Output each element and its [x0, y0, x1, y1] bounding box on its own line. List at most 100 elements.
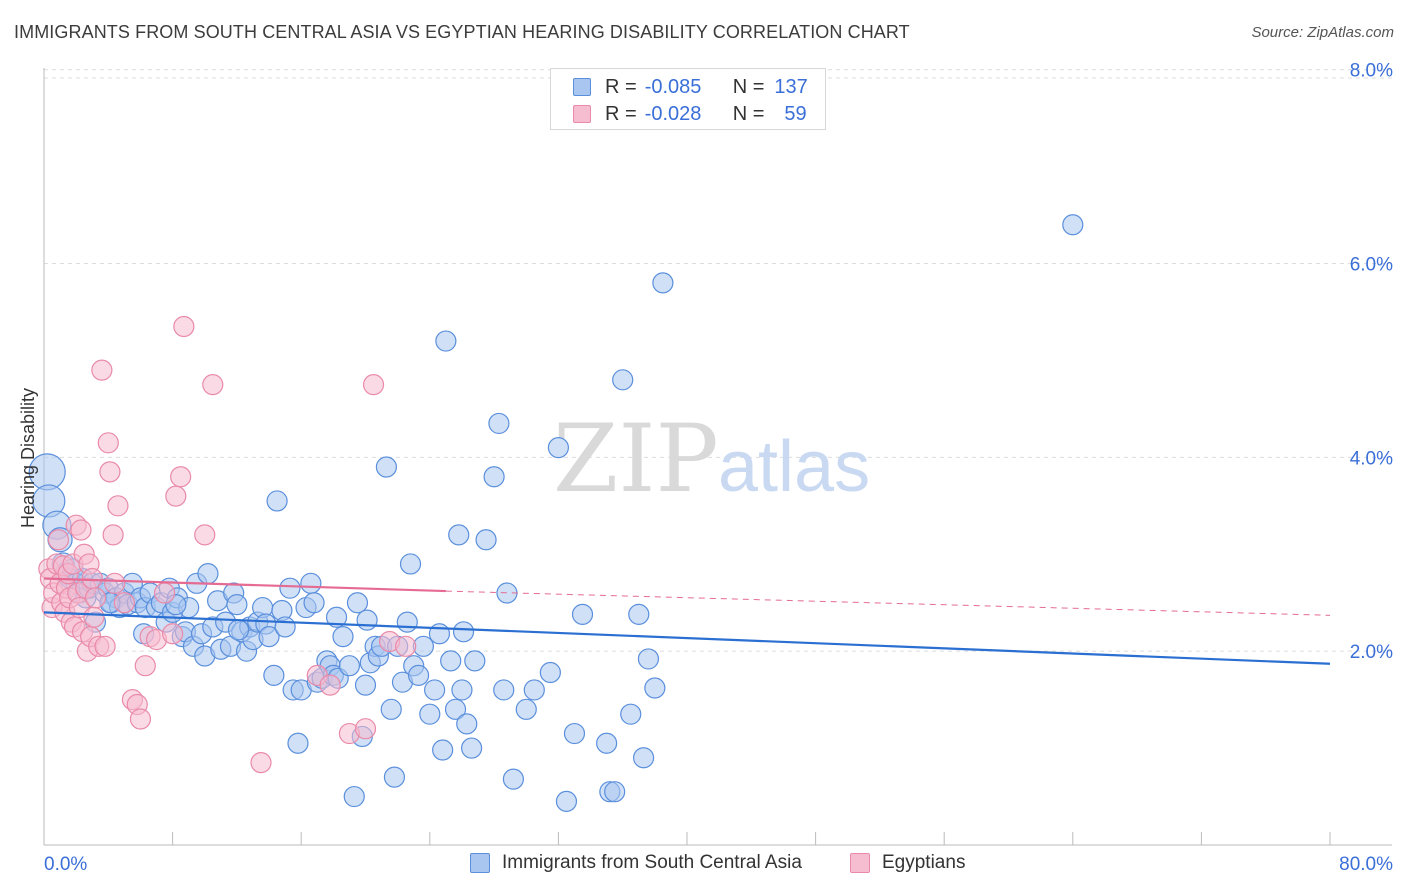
data-point-blue [396, 611, 418, 633]
data-point-blue [644, 677, 666, 699]
data-point-pink [153, 582, 176, 604]
data-point-blue [380, 698, 402, 720]
data-point-blue [432, 739, 454, 761]
data-point-blue [338, 655, 361, 677]
data-point-pink [319, 674, 341, 696]
data-point-blue [399, 553, 422, 575]
series-egyptians [38, 315, 417, 774]
legend-row-series1: R = -0.085 N = 137 [573, 74, 808, 100]
legend-label-blue: Immigrants from South Central Asia [502, 852, 802, 873]
data-point-blue [343, 785, 365, 808]
axis-labels: 2.0% 4.0% 6.0% 8.0% 0.0% 80.0% Hearing Disabil… [18, 61, 1393, 875]
data-point-blue [555, 790, 578, 812]
data-point-pink [84, 587, 107, 609]
legend-r-value: -0.085 [644, 75, 702, 98]
trend-line-pink-dashed [445, 590, 1331, 616]
data-point-blue [407, 664, 430, 687]
y-tick-label: 6.0% [1350, 255, 1393, 276]
data-point-pink [94, 635, 116, 657]
data-point-blue [448, 524, 470, 546]
data-point-pink [102, 524, 124, 546]
watermark-logo: ZIP atlas [553, 405, 870, 514]
bottom-legend-item-blue: Immigrants from South Central Asia [470, 852, 802, 874]
data-point-blue [632, 747, 655, 769]
data-point-blue [440, 650, 462, 672]
data-point-blue [287, 732, 309, 754]
data-point-blue [303, 592, 325, 614]
data-point-blue [419, 703, 441, 725]
data-point-blue [412, 635, 434, 657]
bottom-legend-item-pink: Egyptians [850, 852, 965, 874]
data-point-blue [300, 572, 322, 594]
data-point-blue [383, 766, 406, 788]
data-point-pink [97, 432, 119, 454]
data-point-blue [620, 703, 642, 725]
data-point-pink [83, 606, 105, 628]
data-point-blue [346, 592, 369, 614]
data-point-blue [571, 603, 594, 625]
data-point-blue [539, 661, 561, 684]
data-point-blue [515, 698, 537, 720]
data-point-blue [563, 722, 586, 745]
data-point-pink [173, 315, 195, 338]
data-point-blue [1062, 214, 1084, 236]
data-point-blue [226, 594, 248, 616]
legend-n-label: N = [732, 102, 765, 125]
legend-swatch-blue [573, 78, 591, 96]
trend-line-blue [43, 611, 1331, 665]
watermark-zip: ZIP [553, 405, 719, 514]
legend-n-label: N = [732, 75, 765, 98]
data-point-pink [395, 635, 417, 657]
data-point-blue [464, 650, 486, 672]
y-tick-label: 2.0% [1350, 642, 1393, 663]
data-point-blue [612, 369, 634, 391]
legend-r-label: R = [605, 102, 637, 125]
data-point-blue [628, 603, 650, 625]
data-point-blue [424, 679, 446, 701]
data-point-pink [165, 485, 187, 507]
data-point-blue [475, 529, 497, 551]
legend-r-value: -0.028 [644, 102, 702, 125]
legend-swatch-blue [470, 853, 490, 873]
chart-title: IMMIGRANTS FROM SOUTH CENTRAL ASIA VS EG… [14, 22, 910, 42]
data-point-blue [258, 626, 280, 648]
legend-n-value: 137 [774, 75, 808, 98]
data-point-pink [170, 466, 192, 488]
data-point-blue [266, 490, 288, 512]
data-point-pink [113, 592, 135, 614]
data-point-pink [362, 374, 385, 396]
data-point-blue [456, 713, 478, 735]
data-point-blue [332, 626, 354, 648]
data-point-pink [354, 718, 377, 740]
data-point-pink [107, 495, 129, 517]
data-point-blue [375, 456, 397, 478]
source-label: Source: ZipAtlas.com [1251, 24, 1394, 41]
data-point-blue [435, 330, 457, 352]
data-point-blue [460, 737, 483, 759]
data-point-blue [488, 412, 510, 435]
legend-swatch-pink [850, 853, 870, 873]
legend-row-series2: R = -0.028 N = 59 [573, 101, 807, 127]
x-tick-label: 80.0% [1339, 854, 1393, 875]
data-point-pink [81, 567, 103, 590]
data-point-blue [274, 616, 296, 638]
data-point-blue [279, 577, 301, 599]
data-point-blue [596, 732, 618, 754]
data-point-blue [502, 768, 524, 790]
y-tick-label: 8.0% [1350, 61, 1393, 82]
data-point-pink [91, 359, 113, 381]
data-point-blue [263, 664, 285, 687]
legend-swatch-pink [573, 105, 591, 123]
data-point-pink [202, 374, 224, 396]
data-point-blue [547, 437, 570, 459]
data-point-pink [250, 752, 272, 774]
data-point-blue [354, 674, 377, 696]
data-point-pink [162, 623, 184, 645]
data-point-pink [194, 524, 216, 546]
data-point-blue [483, 466, 505, 488]
data-point-blue [428, 623, 451, 645]
trend-line-pink [43, 577, 446, 593]
y-axis-label: Hearing Disability [18, 388, 38, 528]
legend-label-pink: Egyptians [882, 852, 966, 873]
